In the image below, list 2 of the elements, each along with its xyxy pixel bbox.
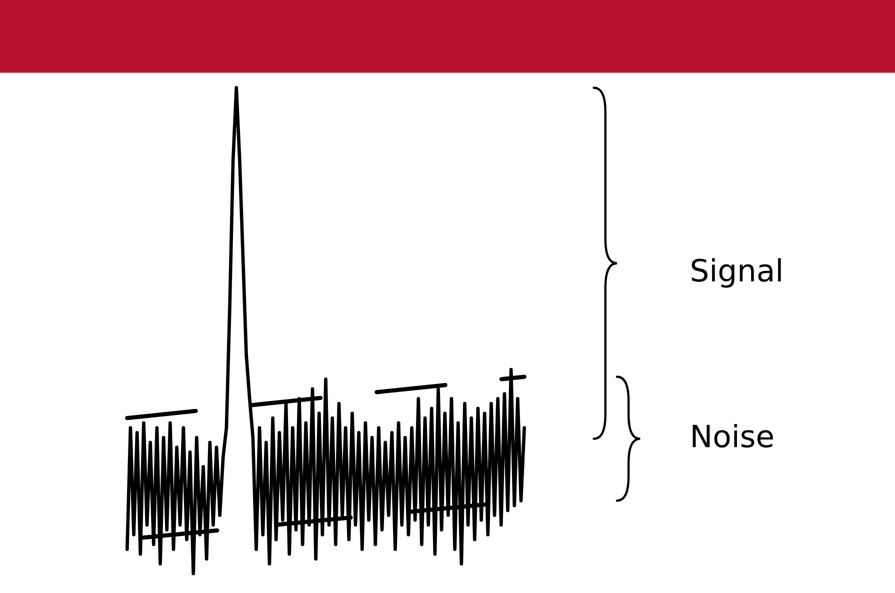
- text: Noise: [692, 424, 773, 448]
- text: Signal: [692, 258, 781, 288]
